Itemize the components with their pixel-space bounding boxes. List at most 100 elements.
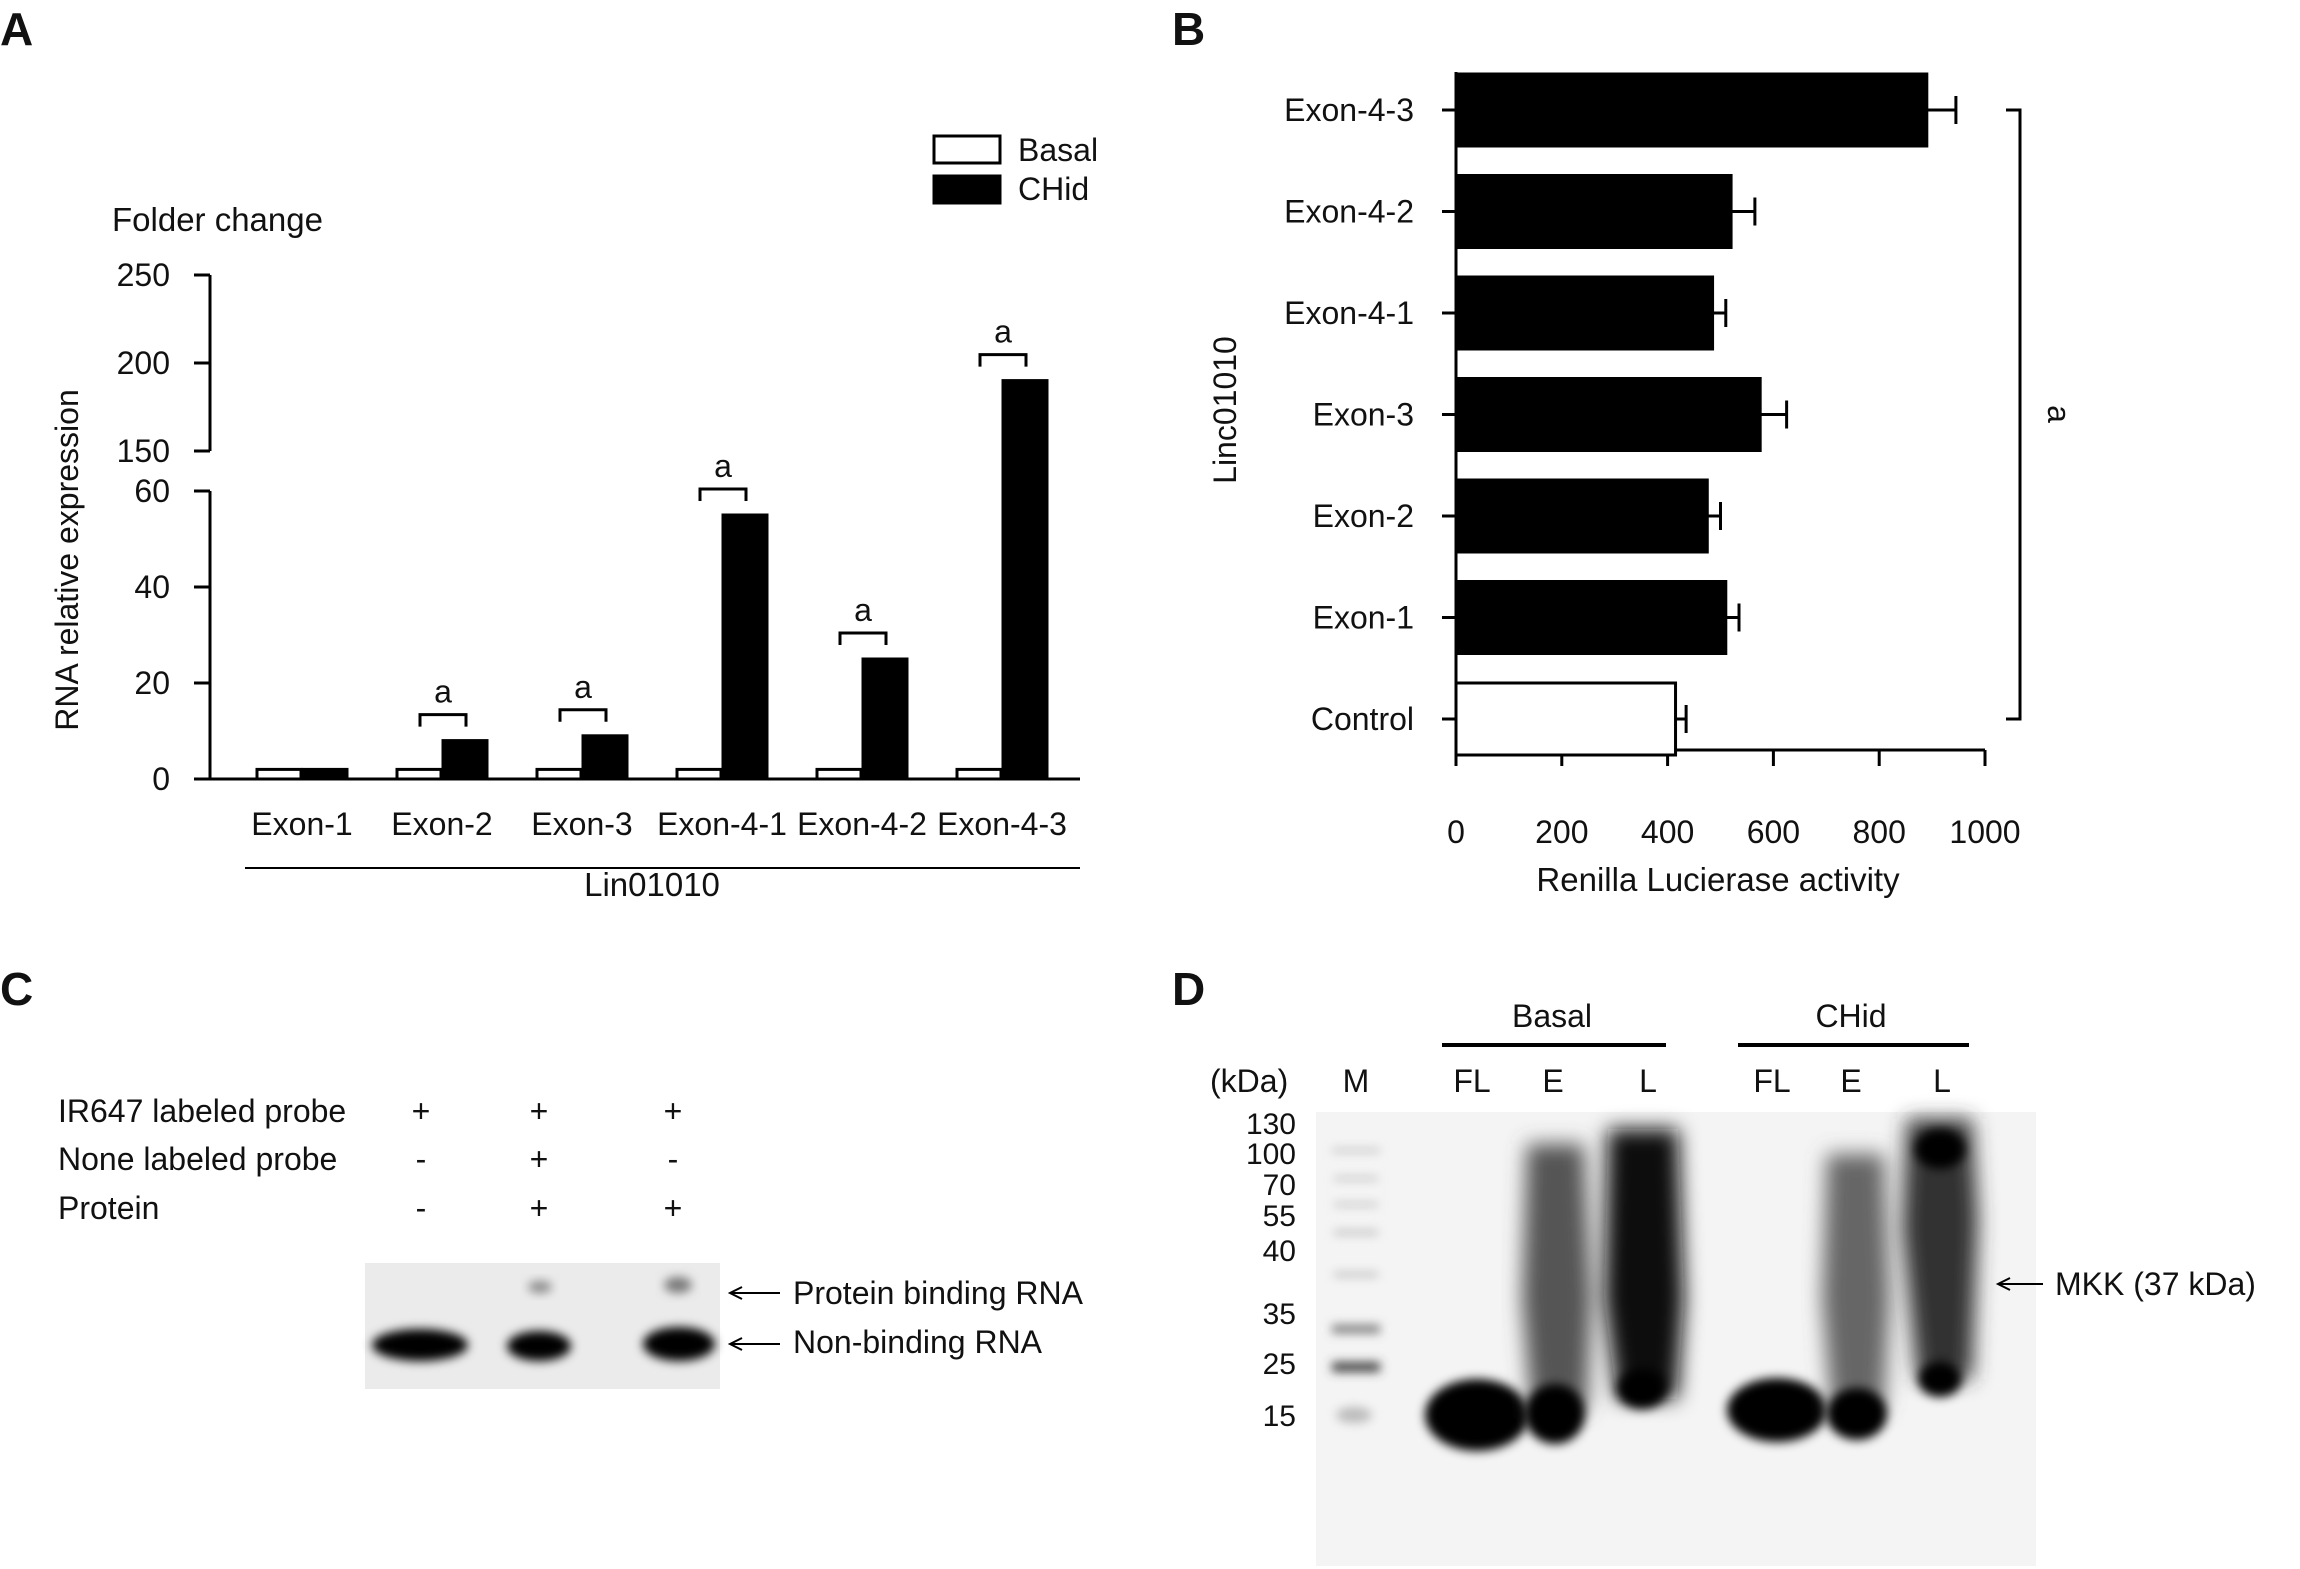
band-basal-e-main [1525,1384,1585,1444]
significance-label-Exon-4-2: a [854,592,872,628]
kda-label: (kDa) [1210,1063,1288,1099]
panel-letter-c: C [0,963,34,1015]
significance-bracket-Exon-4-3 [978,353,1028,367]
legend-swatch-basal [932,134,1002,165]
bar-b-Exon-4-1 [1454,275,1715,351]
group-label-basal: Basal [1512,998,1592,1034]
chart-b-significance: a [2041,405,2077,423]
y-tick-label-b-Exon-1: Exon-1 [1313,600,1414,636]
marker-55: 55 [1263,1200,1296,1233]
lane-label-basal-fl: FL [1453,1063,1490,1099]
x-tick-label-Exon-4-3: Exon-4-3 [937,806,1067,842]
bar-chid-Exon-2 [441,739,489,781]
significance-bracket-Exon-4-2 [838,631,888,645]
x-tick-label-b-0: 0 [1447,814,1465,850]
band-chid-fl [1727,1378,1827,1442]
chart-b: Linc01010 Renilla Lucierase activity a 0… [1207,72,2077,898]
x-tick-label-Exon-3: Exon-3 [531,806,632,842]
panel-letter-a: A [0,3,34,55]
band-non-binding-lane3 [643,1327,715,1361]
y-tick-label-lower-40: 40 [134,569,170,605]
significance-bracket-Exon-4-1 [698,487,748,501]
marker-130: 130 [1246,1108,1296,1141]
lane-label-chid-e: E [1840,1063,1861,1099]
significance-label-Exon-4-3: a [994,314,1012,350]
y-tick-label-b-Exon-3: Exon-3 [1313,397,1414,433]
bar-b-Control [1454,681,1678,757]
mark-r1-l1: + [412,1093,431,1129]
row-label-none-labeled: None labeled probe [58,1141,337,1177]
arrow-head-binding [727,1286,743,1300]
significance-bracket-b [2006,108,2022,721]
marker-70: 70 [1263,1169,1296,1202]
panel-letter-d: D [1172,963,1206,1015]
mark-r2-l1: - [416,1141,427,1177]
marker-ladder [1332,1149,1380,1423]
x-tick-label-b-200: 200 [1535,814,1588,850]
smear-chid-e [1822,1154,1890,1419]
arrow-label-protein-binding: Protein binding RNA [793,1275,1084,1311]
panel-letter-b: B [1172,3,1206,55]
chart-b-xlabel: Renilla Lucierase activity [1536,861,1900,898]
row-label-protein: Protein [58,1190,159,1226]
lane-label-chid-fl: FL [1753,1063,1790,1099]
band-chid-e-main [1827,1388,1887,1440]
mark-r3-l3: + [664,1190,683,1226]
bar-b-Exon-4-3 [1454,72,1929,148]
mark-r2-l2: + [530,1141,549,1177]
mark-r2-l3: - [668,1141,679,1177]
y-tick-label-upper-250: 250 [117,257,170,293]
arrow-head-mkk [1995,1277,2011,1291]
chart-a-xlabel: Lin01010 [584,866,720,903]
marker-100: 100 [1246,1138,1296,1171]
x-tick-label-Exon-1: Exon-1 [251,806,352,842]
legend-label-basal: Basal [1018,132,1098,168]
y-tick-label-b-Exon-4-2: Exon-4-2 [1284,194,1414,230]
bar-chid-Exon-4-2 [861,657,909,781]
bar-chid-Exon-4-3 [1001,379,1049,781]
band-chid-l-main [1918,1361,1962,1397]
x-tick-label-b-800: 800 [1853,814,1906,850]
legend-swatch-chid [932,174,1002,205]
significance-label-Exon-3: a [574,669,592,705]
chart-a-ylabel-upper: Folder change [112,201,323,238]
x-tick-label-Exon-2: Exon-2 [391,806,492,842]
group-label-chid: CHid [1815,998,1886,1034]
marker-40: 40 [1263,1235,1296,1268]
band-non-binding-lane1 [372,1329,468,1361]
bar-chid-Exon-3 [581,734,629,781]
x-tick-label-b-1000: 1000 [1949,814,2020,850]
y-tick-label-upper-150: 150 [117,433,170,469]
band-chid-l-top [1915,1129,1965,1169]
bar-chid-Exon-4-1 [721,513,769,781]
smear-chid-l [1902,1119,1978,1379]
legend-label-chid: CHid [1018,171,1089,207]
mark-r1-l2: + [530,1093,549,1129]
x-tick-label-b-600: 600 [1747,814,1800,850]
band-non-binding-lane2 [507,1331,571,1361]
y-tick-label-b-Exon-4-1: Exon-4-1 [1284,295,1414,331]
significance-label-Exon-2: a [434,674,452,710]
chart-b-ylabel: Linc01010 [1207,336,1243,484]
y-tick-label-lower-0: 0 [152,761,170,797]
significance-bracket-Exon-2 [418,713,468,727]
bar-b-Exon-1 [1454,580,1728,655]
y-tick-label-lower-60: 60 [134,473,170,509]
band-binding-lane2 [528,1281,552,1293]
panel-d-western: Basal CHid (kDa) M FL E L FL E L 130 100… [1210,998,2256,1566]
significance-label-Exon-4-1: a [714,448,732,484]
chart-a-ylabel: RNA relative expression [49,389,85,730]
smear-basal-l [1604,1129,1684,1399]
significance-bracket-Exon-3 [558,708,608,722]
lane-label-basal-l: L [1639,1063,1657,1099]
lane-label-chid-l: L [1933,1063,1951,1099]
arrow-label-non-binding: Non-binding RNA [793,1324,1043,1360]
mark-r3-l2: + [530,1190,549,1226]
x-tick-label-Exon-4-2: Exon-4-2 [797,806,927,842]
marker-15: 15 [1263,1400,1296,1433]
bar-b-Exon-2 [1454,478,1709,554]
arrow-head-non-binding [727,1337,743,1351]
lane-label-m: M [1343,1063,1370,1099]
marker-35: 35 [1263,1298,1296,1331]
bar-b-Exon-4-2 [1454,174,1733,249]
